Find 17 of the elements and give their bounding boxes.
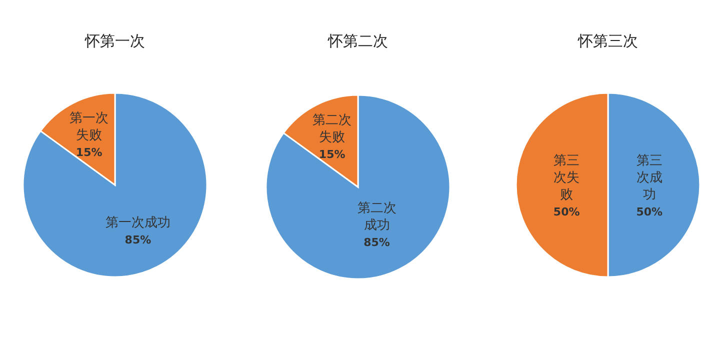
chart-title: 怀第三次 — [577, 32, 638, 50]
slice-label: 第一次成功 — [105, 216, 170, 231]
data-label: 85% — [364, 236, 390, 249]
slice-label: 第二次成功 — [357, 200, 396, 233]
data-label: 50% — [636, 206, 663, 218]
data-label: 85% — [124, 234, 152, 247]
slice-label: 第二次失败 — [312, 113, 352, 146]
data-label: 15% — [318, 148, 346, 162]
chart-title: 怀第二次 — [327, 32, 388, 50]
pie-slice — [265, 94, 451, 280]
slice-label: 第三次失败 — [554, 154, 580, 202]
slice-label: 第三次成功 — [636, 154, 662, 202]
chart-title: 怀第一次 — [84, 32, 145, 50]
data-label: 15% — [76, 146, 102, 160]
data-label: 50% — [553, 206, 580, 218]
pie-slice — [22, 92, 208, 278]
slice-label: 第一次失败 — [70, 111, 109, 144]
